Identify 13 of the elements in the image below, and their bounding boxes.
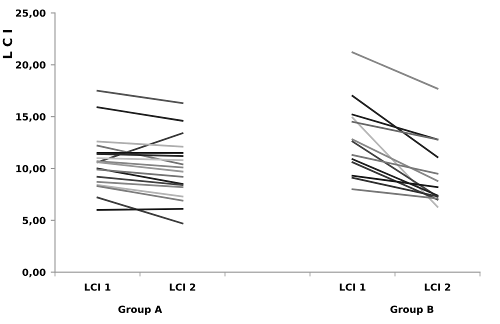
y-tick-label: 15,00	[16, 113, 46, 122]
x-tick-label: LCI 2	[424, 283, 450, 291]
text: Group B	[390, 306, 434, 315]
y-tick-label: 20,00	[16, 61, 46, 70]
x-tick-label: LCI 1	[340, 283, 366, 291]
text: Group A	[118, 306, 162, 315]
y-tick-label: 0,00	[22, 268, 46, 278]
y-axis-title: L C I	[2, 30, 12, 58]
x-tick-label: LCI 2	[170, 283, 196, 291]
y-tick-label: 10,00	[16, 164, 46, 174]
y-tick-label: 25,00	[16, 9, 46, 18]
x-tick-label: LCI 1	[84, 283, 110, 291]
y-tick-label: 5,00	[22, 216, 46, 226]
